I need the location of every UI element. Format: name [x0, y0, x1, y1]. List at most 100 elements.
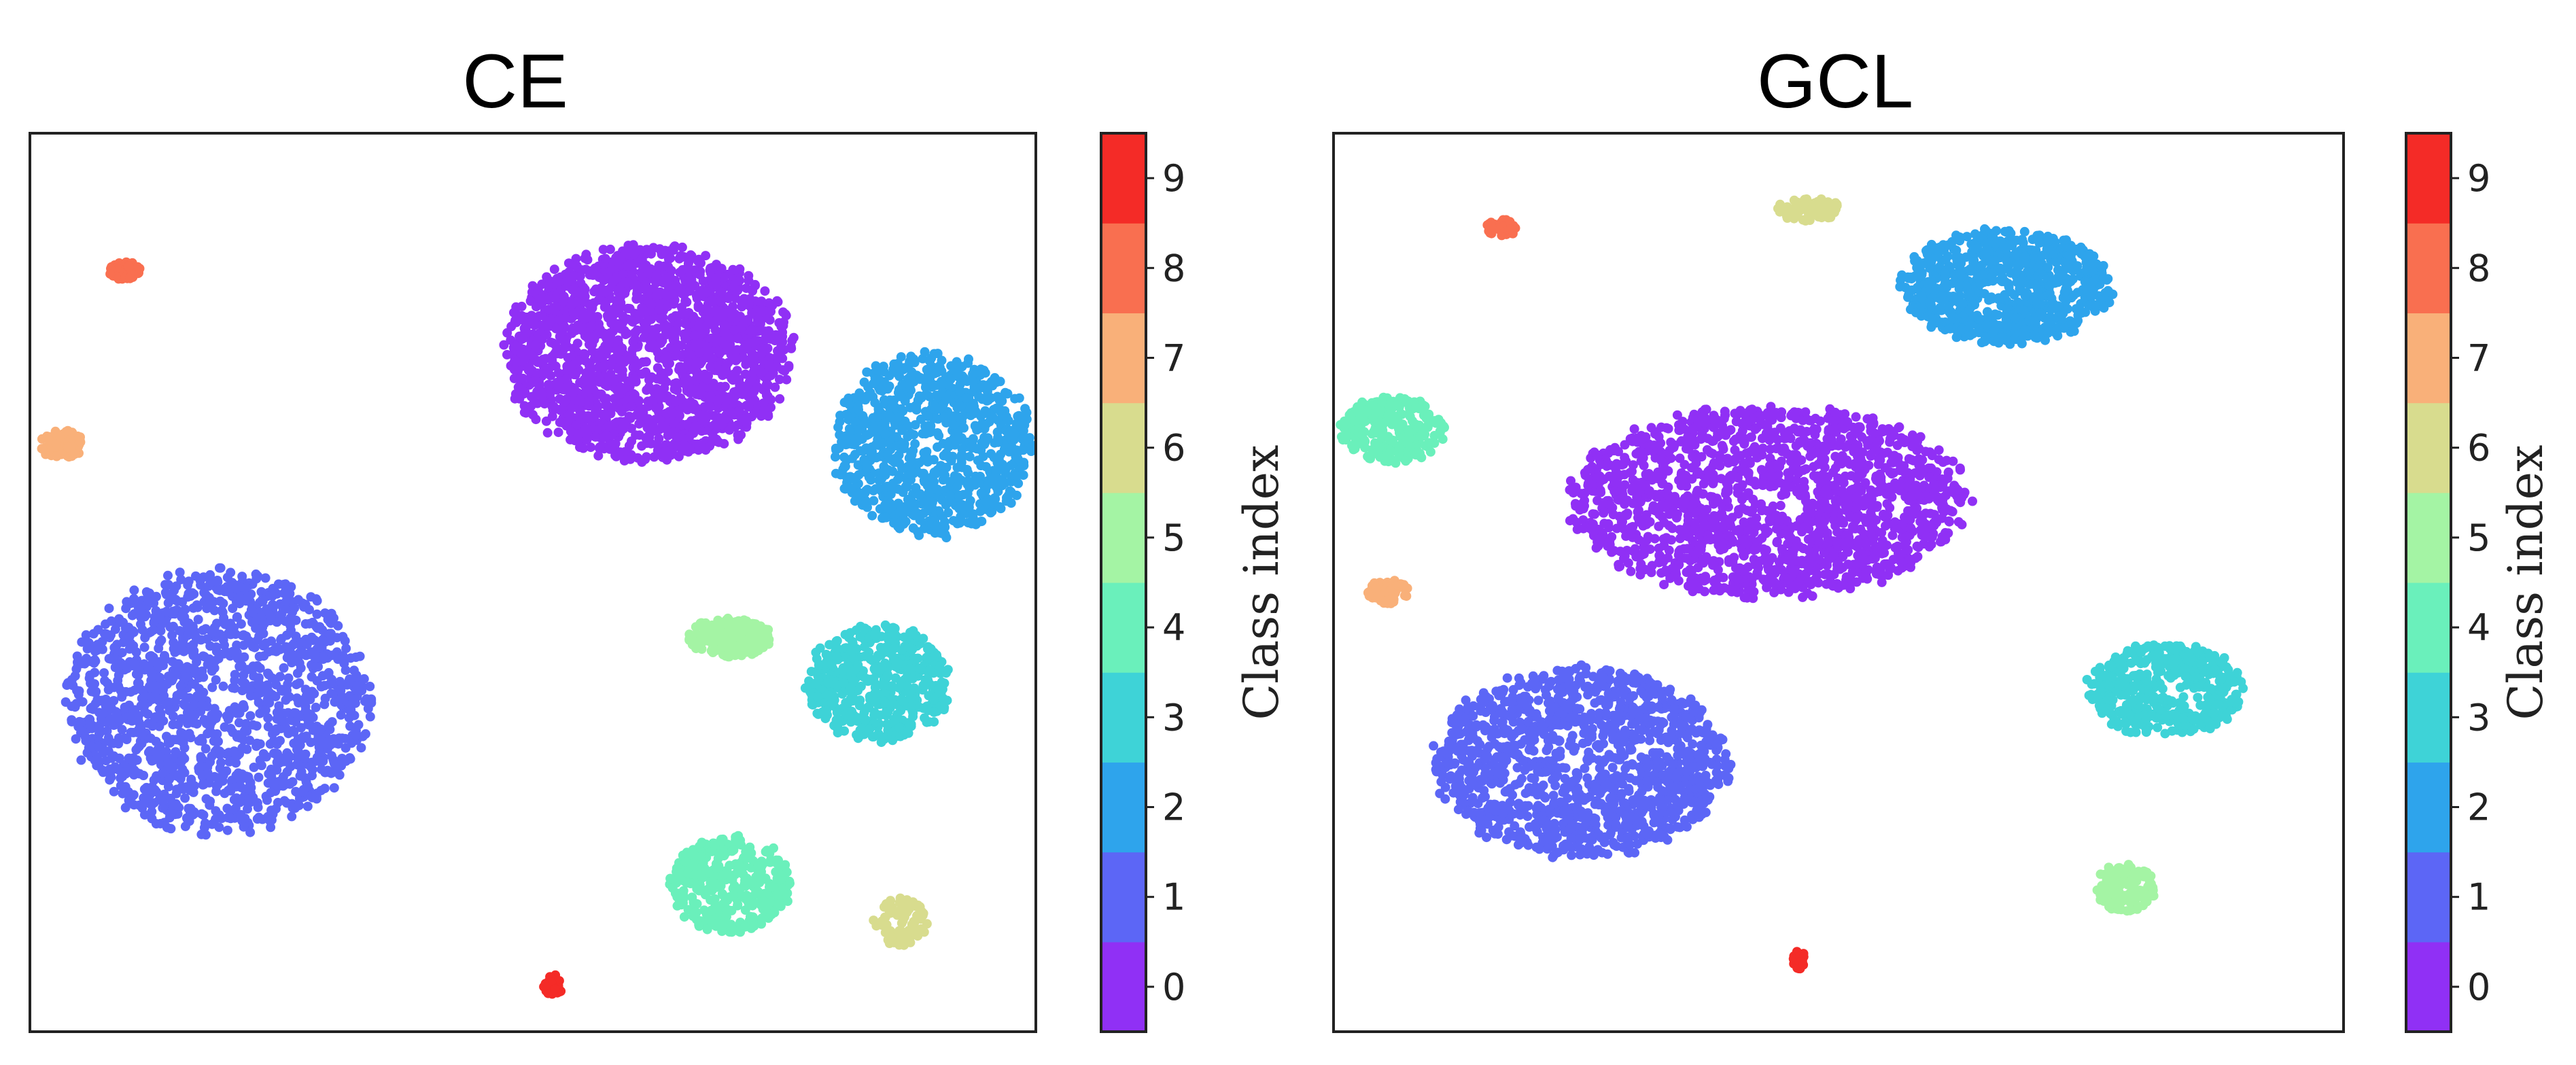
point-class-3 [929, 695, 939, 705]
point-class-0 [528, 410, 538, 420]
point-class-2 [945, 491, 955, 501]
point-class-1 [318, 756, 328, 766]
point-class-1 [252, 798, 262, 808]
point-class-0 [713, 336, 723, 346]
point-class-0 [568, 308, 578, 318]
point-class-0 [551, 340, 561, 350]
point-class-1 [291, 631, 301, 642]
point-class-2 [863, 485, 873, 495]
point-class-0 [579, 374, 589, 385]
point-class-3 [860, 714, 871, 724]
point-class-1 [222, 825, 232, 835]
point-class-0 [571, 254, 581, 264]
point-class-0 [687, 384, 697, 394]
point-class-3 [874, 665, 884, 675]
point-class-0 [640, 454, 650, 464]
point-class-2 [958, 412, 968, 421]
point-class-2 [952, 481, 962, 491]
point-class-3 [939, 705, 949, 715]
point-class-1 [304, 605, 314, 615]
point-class-1 [349, 665, 359, 676]
point-class-1 [140, 707, 150, 717]
point-class-0 [719, 328, 729, 338]
point-class-0 [638, 262, 648, 273]
point-class-2 [968, 434, 978, 444]
point-class-2 [831, 445, 841, 455]
point-class-3 [860, 623, 870, 633]
point-class-1 [232, 612, 242, 622]
point-class-1 [239, 670, 249, 680]
point-class-1 [178, 607, 188, 617]
point-class-0 [637, 303, 647, 313]
point-class-0 [663, 302, 673, 312]
point-class-0 [787, 336, 797, 346]
point-class-3 [876, 737, 886, 748]
point-class-2 [885, 411, 895, 421]
point-class-0 [567, 403, 577, 413]
point-class-1 [333, 654, 343, 664]
point-class-0 [677, 308, 687, 318]
point-class-1 [239, 822, 249, 832]
point-class-3 [880, 698, 890, 708]
point-class-4 [692, 899, 702, 909]
point-class-0 [635, 411, 645, 421]
point-class-1 [365, 712, 375, 722]
point-class-0 [698, 382, 708, 392]
point-class-1 [181, 672, 191, 682]
ce-title: CE [462, 39, 568, 124]
point-class-1 [131, 745, 141, 755]
point-class-1 [285, 621, 296, 631]
point-class-2 [972, 444, 982, 454]
point-class-2 [963, 476, 973, 487]
point-class-2 [916, 468, 926, 478]
point-class-1 [178, 767, 188, 778]
point-class-1 [122, 663, 133, 674]
point-class-0 [661, 330, 671, 340]
point-class-2 [949, 411, 959, 421]
point-class-3 [882, 719, 892, 729]
point-class-1 [167, 630, 177, 640]
point-class-1 [90, 655, 100, 665]
point-class-1 [120, 702, 130, 712]
point-class-1 [153, 661, 163, 671]
point-class-0 [591, 432, 601, 442]
point-class-1 [236, 809, 246, 820]
point-class-1 [256, 761, 266, 771]
point-class-0 [611, 253, 621, 263]
point-class-1 [260, 573, 271, 583]
point-class-0 [602, 430, 612, 440]
point-class-3 [943, 665, 953, 675]
point-class-3 [826, 659, 837, 669]
point-class-0 [579, 313, 589, 323]
point-class-0 [759, 404, 769, 414]
point-class-0 [588, 266, 598, 277]
point-class-0 [613, 319, 623, 329]
point-class-4 [710, 878, 720, 888]
point-class-0 [663, 366, 673, 377]
point-class-2 [995, 377, 1005, 387]
point-class-1 [211, 786, 222, 797]
point-class-0 [600, 300, 610, 310]
point-class-1 [350, 694, 360, 704]
point-class-1 [184, 576, 194, 587]
point-class-2 [961, 393, 971, 403]
point-class-1 [184, 618, 194, 628]
point-class-1 [234, 708, 245, 718]
point-class-0 [733, 406, 744, 417]
point-class-1 [365, 682, 375, 691]
point-class-1 [287, 811, 297, 822]
point-class-2 [914, 391, 924, 401]
point-class-3 [878, 681, 888, 691]
point-class-1 [163, 570, 173, 580]
point-class-1 [184, 589, 194, 599]
point-class-1 [114, 714, 124, 724]
point-class-0 [623, 303, 633, 313]
point-class-1 [249, 763, 259, 772]
point-class-1 [177, 756, 186, 767]
point-class-3 [848, 637, 858, 647]
point-class-0 [643, 432, 653, 442]
point-class-0 [719, 320, 729, 330]
point-class-1 [228, 683, 238, 693]
point-class-2 [899, 441, 909, 451]
